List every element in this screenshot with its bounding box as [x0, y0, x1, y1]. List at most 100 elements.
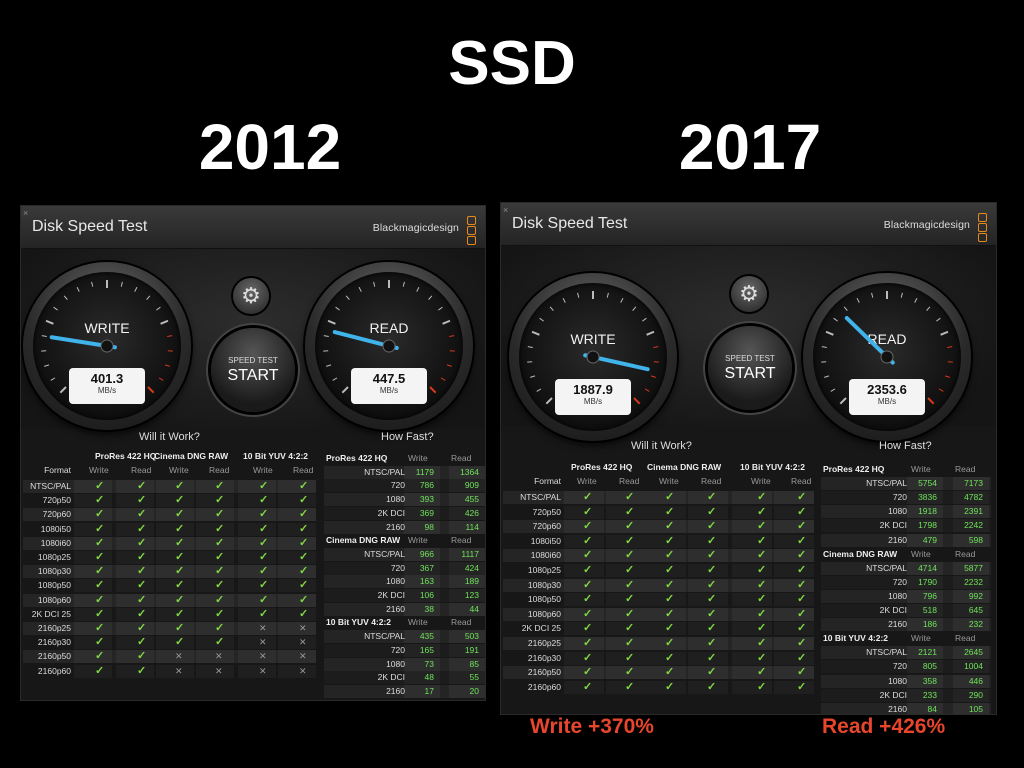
check-cell	[196, 579, 234, 593]
checkmark-icon: ✓	[625, 491, 635, 503]
checkmark-icon: ✓	[175, 579, 185, 592]
write-fps-value: 1790	[918, 576, 937, 587]
write-cell	[404, 671, 440, 685]
write-fps-value: 1179	[415, 466, 434, 477]
checkmark-icon: ✓	[583, 637, 593, 649]
checkmark-icon: ✓	[583, 666, 593, 679]
check-cell	[116, 508, 154, 522]
read-fps-value: 1364	[460, 466, 479, 477]
format-name: 2K DCI 25	[31, 608, 71, 619]
speed-group-header: ProRes 422 HQ	[326, 453, 388, 463]
read-gauge-dial	[821, 291, 953, 405]
read-fps-value: 426	[464, 507, 479, 518]
gauge-tick	[830, 388, 836, 392]
read-fps-value: 20	[469, 685, 479, 696]
write-fps-value: 367	[419, 562, 434, 573]
write-fps-value: 2121	[918, 647, 937, 658]
check-cell	[732, 491, 772, 504]
check-cell	[646, 680, 686, 694]
read-cell	[953, 604, 989, 617]
format-name: 720p60	[42, 509, 71, 520]
read-cell	[449, 657, 485, 671]
checkmark-icon: ✓	[299, 551, 309, 563]
speed-row-stripe	[821, 674, 991, 688]
write-column-header: Write	[89, 465, 109, 475]
write-speed-gauge: WRITE 1887.9 MB/s	[509, 273, 677, 441]
slide-title: SSD	[448, 29, 576, 98]
checkmark-icon: ✓	[95, 522, 105, 535]
format-name: 720p50	[532, 506, 561, 517]
cross-icon: ✕	[175, 665, 183, 676]
check-cell	[606, 651, 646, 665]
read-fps-value: 5877	[964, 562, 983, 573]
read-cell	[449, 479, 485, 493]
check-cell	[688, 593, 728, 607]
write-fps-value: 98	[424, 521, 434, 532]
check-cell	[278, 508, 316, 522]
brand-logo-icon	[467, 216, 476, 246]
checkmark-icon: ✓	[95, 494, 105, 507]
checkmark-icon: ✓	[175, 480, 185, 492]
gauge-tick	[63, 295, 68, 300]
window-close-icon[interactable]: ×	[503, 205, 509, 215]
settings-gear-icon[interactable]: ⚙	[731, 276, 767, 312]
gauge-tick	[653, 346, 659, 348]
check-cell	[116, 536, 154, 550]
checkmark-icon: ✓	[95, 508, 105, 521]
read-gauge-face: READ 2353.6 MB/s	[813, 283, 961, 431]
check-cell	[74, 650, 112, 664]
gauge-tick	[76, 286, 80, 292]
check-cell	[646, 491, 686, 504]
start-button[interactable]: SPEED TEST START	[708, 326, 792, 410]
check-cell	[774, 666, 814, 680]
checkmark-icon: ✓	[215, 607, 225, 620]
format-name: 1080i50	[530, 535, 561, 546]
start-button-caption: SPEED TEST	[228, 356, 278, 365]
check-cell	[156, 551, 194, 564]
check-cell	[238, 551, 276, 564]
checkmark-icon: ✓	[583, 593, 593, 606]
read-fps-value: 114	[465, 521, 479, 532]
checkmark-icon: ✓	[757, 505, 767, 518]
check-cell	[732, 651, 772, 665]
cross-icon: ✕	[259, 665, 267, 676]
write-column-header: Write	[751, 476, 771, 486]
check-cell	[646, 651, 686, 665]
check-cell	[774, 651, 814, 665]
check-cell	[606, 666, 646, 680]
check-cell	[606, 637, 646, 650]
checkmark-icon: ✓	[797, 549, 807, 562]
speed-format-name: NTSC/PAL	[866, 647, 907, 658]
gauge-tick	[577, 292, 580, 298]
cross-icon: ✕	[259, 623, 267, 633]
checkmark-icon: ✓	[757, 593, 767, 606]
settings-gear-icon[interactable]: ⚙	[233, 278, 269, 314]
write-cell	[404, 602, 440, 616]
check-cell	[732, 622, 772, 636]
window-close-icon[interactable]: ×	[23, 208, 29, 218]
check-cell	[646, 666, 686, 680]
check-cell	[74, 551, 112, 564]
checkmark-icon: ✓	[707, 666, 717, 679]
read-fps-value: 2645	[964, 647, 983, 658]
check-cell	[116, 494, 154, 508]
check-cell	[238, 565, 276, 579]
check-cell	[646, 622, 686, 636]
title-bar: × Disk Speed Test Blackmagicdesign	[21, 206, 485, 249]
read-cell	[449, 575, 485, 589]
read-column-header: Read	[209, 465, 230, 475]
brand-logo-icon	[978, 213, 987, 243]
speed-format-name: 720	[390, 562, 405, 573]
speed-format-name: 2160	[888, 534, 907, 545]
gauge-hub	[880, 350, 894, 364]
gauge-tick	[134, 286, 138, 292]
speed-format-name: 2K DCI	[377, 672, 405, 683]
write-fps-value: 165	[419, 644, 434, 655]
speed-row-stripe	[821, 646, 991, 660]
checkmark-icon: ✓	[259, 536, 269, 549]
start-button[interactable]: SPEED TEST START	[211, 328, 295, 412]
check-cell	[74, 593, 112, 607]
gauge-tick	[825, 330, 834, 336]
write-fps-value: 518	[922, 605, 937, 615]
gauge-tick	[633, 397, 641, 405]
